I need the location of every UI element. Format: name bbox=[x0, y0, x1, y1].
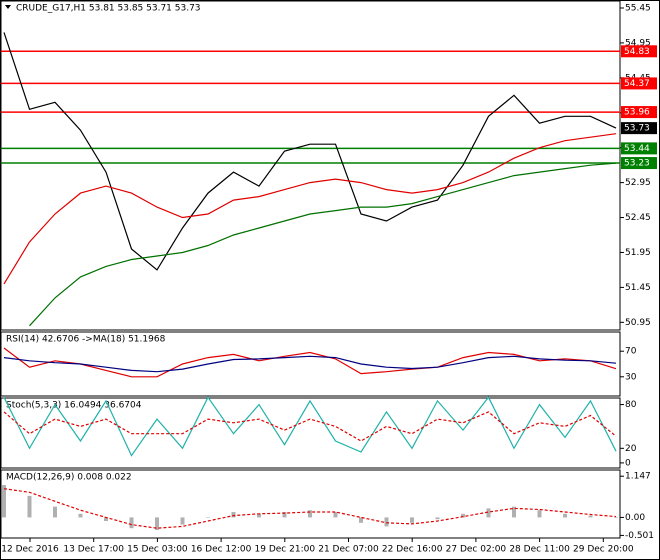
histogram-bar bbox=[129, 517, 134, 529]
x-tick-label: 13 Dec 17:00 bbox=[63, 545, 124, 555]
histogram-bar bbox=[410, 517, 414, 523]
histogram-bar bbox=[53, 506, 57, 518]
y-tick-label: 54.95 bbox=[625, 38, 651, 48]
series-line bbox=[3, 396, 617, 457]
histogram-bar bbox=[180, 517, 185, 525]
x-tick-label: 19 Dec 21:00 bbox=[255, 545, 316, 555]
x-tick-label: 29 Dec 20:00 bbox=[573, 545, 634, 555]
y-tick-label: 0 bbox=[625, 458, 631, 468]
panel bbox=[0, 331, 621, 397]
price-label: 53.73 bbox=[624, 124, 650, 134]
histogram-bar bbox=[27, 495, 32, 518]
histogram-bar bbox=[78, 513, 83, 518]
histogram-bar bbox=[614, 517, 618, 518]
histogram-bar bbox=[486, 508, 491, 518]
series-line bbox=[3, 32, 617, 271]
y-tick-label: 55.45 bbox=[625, 3, 651, 13]
series-line bbox=[3, 488, 617, 529]
y-tick-label: 20 bbox=[625, 444, 637, 454]
level-label: 54.37 bbox=[624, 79, 650, 89]
series-line bbox=[3, 355, 617, 373]
level-tag bbox=[621, 106, 657, 119]
histogram-bar bbox=[104, 517, 108, 522]
histogram-bar bbox=[2, 485, 6, 518]
histogram-bar bbox=[308, 510, 312, 518]
level-label: 54.83 bbox=[624, 47, 650, 57]
y-tick-label: 0.00 bbox=[625, 513, 645, 523]
histogram-bar bbox=[512, 506, 516, 518]
panel-title: CRUDE_G17,H1 53.81 53.85 53.71 53.73 bbox=[16, 4, 201, 14]
histogram-bar bbox=[282, 512, 287, 518]
series-line bbox=[3, 411, 617, 442]
x-tick-label: 22 Dec 16:00 bbox=[382, 545, 443, 555]
y-tick-label: -0.501 bbox=[625, 531, 654, 541]
menu-icon bbox=[5, 5, 11, 9]
histogram-bar bbox=[206, 517, 210, 518]
level-label: 53.23 bbox=[624, 159, 650, 169]
x-tick-label: 21 Dec 07:00 bbox=[318, 545, 379, 555]
y-tick-label: 70 bbox=[625, 347, 637, 357]
histogram-bar bbox=[563, 513, 567, 518]
level-label: 53.44 bbox=[624, 144, 650, 154]
histogram-bar bbox=[461, 513, 465, 518]
y-tick-label: 30 bbox=[625, 372, 637, 382]
histogram-bar bbox=[359, 517, 363, 523]
series-line bbox=[3, 133, 617, 285]
x-tick-label: 15 Dec 03:00 bbox=[127, 545, 188, 555]
histogram-bar bbox=[537, 510, 542, 518]
x-tick-label: 27 Dec 02:00 bbox=[446, 545, 507, 555]
price-tag bbox=[621, 122, 657, 135]
y-tick-label: 1.147 bbox=[625, 472, 651, 482]
level-tag bbox=[621, 77, 657, 90]
y-tick-label: 52.95 bbox=[625, 178, 651, 188]
y-tick-label: 50.95 bbox=[625, 318, 651, 328]
histogram-bar bbox=[384, 517, 389, 527]
panel-title: Stoch(5,3,3) 16.0494 36.6704 bbox=[6, 401, 142, 411]
histogram-bar bbox=[155, 517, 159, 530]
x-tick-label: 28 Dec 11:00 bbox=[509, 545, 570, 555]
panel bbox=[0, 0, 621, 331]
histogram-bar bbox=[333, 512, 338, 518]
y-tick-label: 80 bbox=[625, 400, 637, 410]
histogram-bar bbox=[257, 513, 261, 518]
panel-title: RSI(14) 42.6706 ->MA(18) 51.1968 bbox=[6, 335, 166, 345]
panel bbox=[0, 469, 621, 539]
series-line bbox=[29, 162, 617, 327]
level-tag bbox=[621, 157, 657, 170]
histogram-bar bbox=[588, 515, 593, 518]
y-tick-label: 52.45 bbox=[625, 213, 651, 223]
x-tick-label: 12 Dec 2016 bbox=[1, 545, 59, 555]
x-tick-label: 16 Dec 12:00 bbox=[191, 545, 252, 555]
panel bbox=[0, 397, 621, 469]
histogram-bar bbox=[435, 517, 440, 520]
y-tick-label: 51.45 bbox=[625, 283, 651, 293]
y-tick-label: 51.95 bbox=[625, 248, 651, 258]
level-tag bbox=[621, 142, 657, 155]
panel-title: MACD(12,26,9) 0.008 0.022 bbox=[6, 473, 132, 483]
level-label: 53.96 bbox=[624, 108, 650, 118]
level-tag bbox=[621, 45, 657, 58]
histogram-bar bbox=[231, 512, 236, 518]
series-line bbox=[3, 347, 617, 378]
